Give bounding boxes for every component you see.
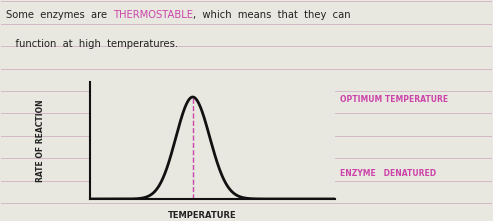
Text: RATE OF REACTION: RATE OF REACTION xyxy=(36,99,45,182)
Text: ,  which  means  that  they  can: , which means that they can xyxy=(193,10,350,20)
Text: TEMPERATURE: TEMPERATURE xyxy=(168,211,237,220)
Text: OPTIMUM TEMPERATURE: OPTIMUM TEMPERATURE xyxy=(340,95,448,104)
Text: ENZYME   DENATURED: ENZYME DENATURED xyxy=(340,169,436,178)
Text: function  at  high  temperatures.: function at high temperatures. xyxy=(6,39,178,49)
Text: THERMOSTABLE: THERMOSTABLE xyxy=(113,10,193,20)
Text: Some  enzymes  are: Some enzymes are xyxy=(6,10,114,20)
